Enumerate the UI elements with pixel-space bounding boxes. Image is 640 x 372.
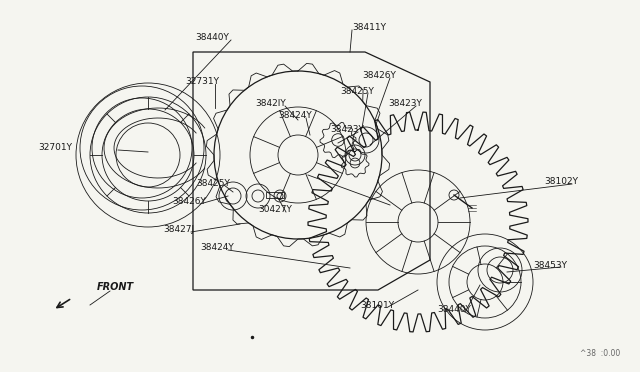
Text: 32701Y: 32701Y — [38, 144, 72, 153]
Text: 38426Y: 38426Y — [172, 198, 206, 206]
Bar — [266, 192, 284, 198]
Text: 38427J: 38427J — [163, 225, 194, 234]
Text: 3842lY: 3842lY — [255, 99, 285, 109]
Text: 30427Y: 30427Y — [258, 205, 292, 215]
Text: 38425Y: 38425Y — [340, 87, 374, 96]
Text: FRONT: FRONT — [97, 282, 134, 292]
Text: 38426Y: 38426Y — [362, 71, 396, 80]
Text: 38102Y: 38102Y — [544, 177, 578, 186]
Text: 38440Y: 38440Y — [195, 33, 229, 42]
Text: 38453Y: 38453Y — [533, 260, 567, 269]
Text: 38411Y: 38411Y — [352, 23, 386, 32]
Text: 38423Y: 38423Y — [388, 99, 422, 109]
Text: 32731Y: 32731Y — [185, 77, 219, 87]
Text: 38440Y: 38440Y — [437, 305, 471, 314]
Text: 38423Y: 38423Y — [330, 125, 364, 135]
Text: 38425Y: 38425Y — [196, 179, 230, 187]
Text: 38424Y: 38424Y — [278, 112, 312, 121]
Text: 38424Y: 38424Y — [200, 244, 234, 253]
Text: ^38  :0.00: ^38 :0.00 — [580, 349, 620, 358]
Text: 38101Y: 38101Y — [360, 301, 394, 310]
